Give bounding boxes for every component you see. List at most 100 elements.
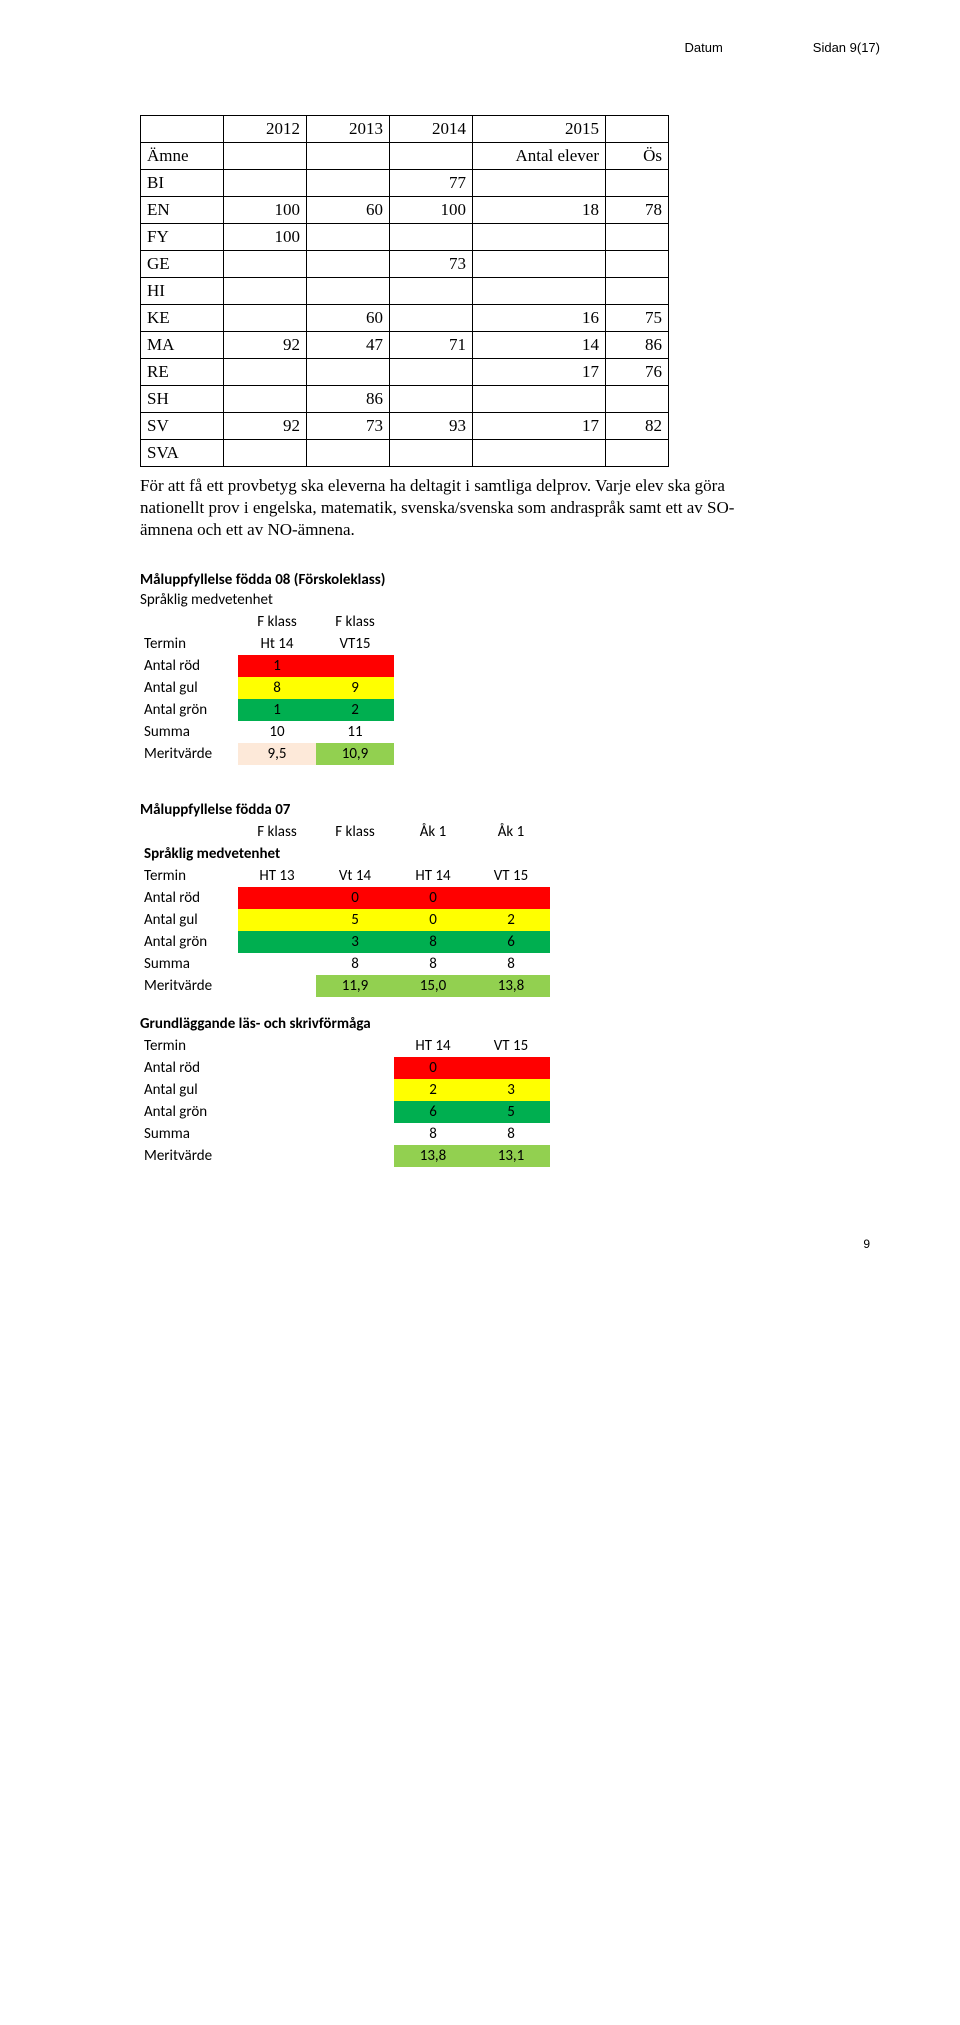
col-header: F klass (316, 611, 394, 633)
section-07-subtitle-2: Grundläggande läs- och skrivförmåga (140, 1015, 880, 1033)
cell: 6 (472, 931, 550, 953)
row-label: Summa (140, 1123, 238, 1145)
header-sidan: Sidan 9(17) (813, 40, 880, 55)
cell (316, 655, 394, 677)
row-label: Termin (140, 865, 238, 887)
cell: MA (141, 332, 224, 359)
row-label: Termin (140, 1035, 238, 1057)
cell (224, 170, 307, 197)
cell: 100 (390, 197, 473, 224)
cell: SV (141, 413, 224, 440)
col-amne: Ämne (141, 143, 224, 170)
table-row: GE73 (141, 251, 669, 278)
cell: 5 (316, 909, 394, 931)
cell (238, 953, 316, 975)
cell: 8 (238, 677, 316, 699)
cell: KE (141, 305, 224, 332)
section-07-title: Måluppfyllelse födda 07 (140, 801, 880, 819)
cell: 14 (473, 332, 606, 359)
cell: RE (141, 359, 224, 386)
cell: 0 (394, 1057, 472, 1079)
row-label: Meritvärde (140, 743, 238, 765)
cell: 6 (394, 1101, 472, 1123)
col-header: HT 14 (394, 865, 472, 887)
cell (390, 305, 473, 332)
row-label: Summa (140, 721, 238, 743)
row-label: Antal röd (140, 887, 238, 909)
cell: 77 (390, 170, 473, 197)
page-header: Datum Sidan 9(17) (140, 40, 880, 55)
cell: 100 (224, 197, 307, 224)
cell: 82 (606, 413, 669, 440)
col-header: VT 15 (472, 865, 550, 887)
cell: 13,8 (472, 975, 550, 997)
cell (390, 386, 473, 413)
col-2015: 2015 (473, 116, 606, 143)
cell: 8 (394, 931, 472, 953)
cell: 17 (473, 359, 606, 386)
cell: 0 (394, 887, 472, 909)
cell: 8 (472, 1123, 550, 1145)
col-2014: 2014 (390, 116, 473, 143)
col-header: F klass (238, 611, 316, 633)
cell (473, 251, 606, 278)
header-datum: Datum (684, 40, 722, 55)
table-row: MA9247711486 (141, 332, 669, 359)
table-08: F klass F klass Termin Ht 14 VT15 Antal … (140, 611, 394, 765)
cell (307, 224, 390, 251)
cell (224, 359, 307, 386)
row-label: Meritvärde (140, 1145, 238, 1167)
row-label: Summa (140, 953, 238, 975)
table-row: BI77 (141, 170, 669, 197)
col-antal-elever: Antal elever (473, 143, 606, 170)
cell (606, 386, 669, 413)
row-label: Antal grön (140, 699, 238, 721)
cell: 8 (316, 953, 394, 975)
explanatory-paragraph: För att få ett provbetyg ska eleverna ha… (140, 475, 780, 541)
cell: 100 (224, 224, 307, 251)
cell (224, 251, 307, 278)
col-header: VT15 (316, 633, 394, 655)
cell: 86 (307, 386, 390, 413)
cell: 92 (224, 413, 307, 440)
row-label: Antal gul (140, 909, 238, 931)
cell: 15,0 (394, 975, 472, 997)
cell: 73 (307, 413, 390, 440)
cell: 71 (390, 332, 473, 359)
cell (473, 224, 606, 251)
row-label: Antal grön (140, 1101, 238, 1123)
cell (606, 170, 669, 197)
cell: SH (141, 386, 224, 413)
col-header: Vt 14 (316, 865, 394, 887)
cell: 3 (472, 1079, 550, 1101)
col-2013: 2013 (307, 116, 390, 143)
cell (307, 251, 390, 278)
row-label: Antal gul (140, 1079, 238, 1101)
cell: EN (141, 197, 224, 224)
section-08-subtitle: Språklig medvetenhet (140, 591, 880, 609)
cell (473, 170, 606, 197)
cell: 93 (390, 413, 473, 440)
cell: 5 (472, 1101, 550, 1123)
table-row: RE 1776 (141, 359, 669, 386)
col-header: F klass (238, 821, 316, 843)
cell (473, 440, 606, 467)
cell (307, 278, 390, 305)
cell: 8 (472, 953, 550, 975)
col-os: Ös (606, 143, 669, 170)
cell: HI (141, 278, 224, 305)
cell: 73 (390, 251, 473, 278)
col-header: HT 13 (238, 865, 316, 887)
cell: 76 (606, 359, 669, 386)
cell (224, 305, 307, 332)
cell (307, 170, 390, 197)
cell (606, 251, 669, 278)
cell (307, 359, 390, 386)
section-08-title: Måluppfyllelse födda 08 (Förskoleklass) (140, 571, 880, 589)
row-label: Antal gul (140, 677, 238, 699)
table-07-sprak: F klass F klass Åk 1 Åk 1 Språklig medve… (140, 821, 550, 997)
cell (224, 278, 307, 305)
cell (473, 278, 606, 305)
cell: 1 (238, 699, 316, 721)
cell (307, 440, 390, 467)
